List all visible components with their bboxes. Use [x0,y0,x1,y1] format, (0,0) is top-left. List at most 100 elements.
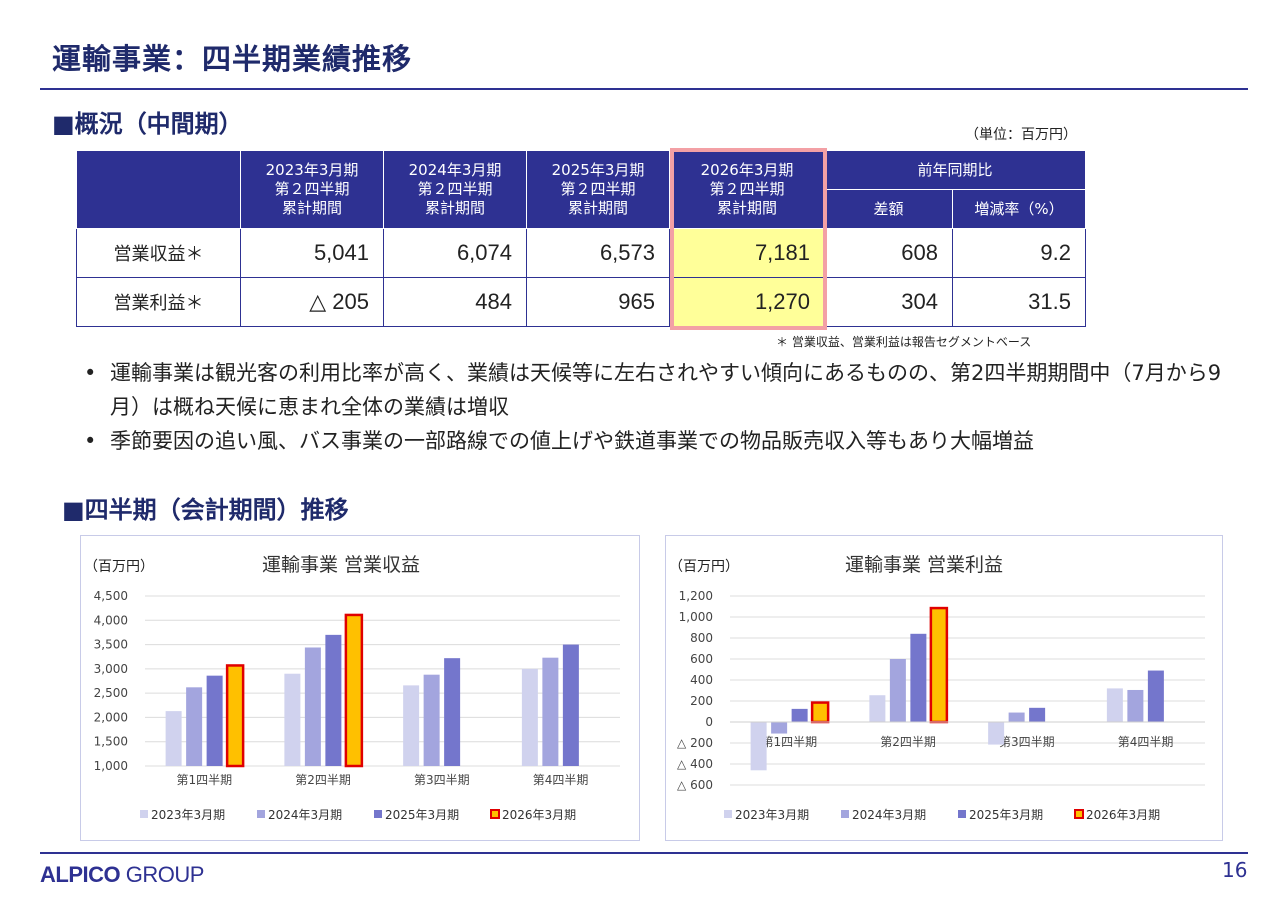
bar-2023年3月期-第3四半期 [403,685,420,766]
y-tick-label: 0 [705,715,713,729]
bar-2024年3月期-第4四半期 [542,657,559,766]
bullet-text: 運輸事業は観光客の利用比率が高く、業績は天候等に左右されやすい傾向にあるものの、… [110,361,1222,419]
cell: △ 205 [240,277,384,327]
bar-2025年3月期-第3四半期 [1029,707,1046,722]
cell: 31.5 [952,277,1086,327]
legend-label: 2024年3月期 [268,808,342,822]
category-label: 第1四半期 [177,773,233,787]
category-label: 第2四半期 [880,735,936,749]
bar-2024年3月期-第1四半期 [186,687,203,766]
bar-2024年3月期-第2四半期 [304,647,321,766]
category-label: 第1四半期 [762,735,818,749]
category-label: 第3四半期 [999,735,1055,749]
revenue-chart-unit: （百万円） [84,559,154,575]
y-tick-label: 200 [690,694,713,708]
legend-swatch [1074,809,1084,819]
legend-swatch [841,810,849,818]
bar-2025年3月期-第2四半期 [325,634,342,766]
section-overview-heading: ■概況（中間期） [52,110,243,138]
bar-2025年3月期-第4四半期 [1147,670,1164,722]
profit-chart-frame [665,535,1223,841]
col-header-2023: 2023年3月期 第２四半期 累計期間 [240,150,384,229]
bar-2026年3月期-第2四半期 [929,606,949,724]
legend-label: 2023年3月期 [151,808,225,822]
table-note: ＊ 営業収益、営業利益は報告セグメントベース [776,335,1032,349]
profit-chart-title: 運輸事業 営業利益 [845,554,1004,576]
legend-label: 2026年3月期 [1086,808,1160,822]
category-label: 第4四半期 [533,773,589,787]
row-label: 営業収益＊ [76,228,241,278]
y-tick-label: △ 400 [677,757,713,771]
bar-2026年3月期-第2四半期 [344,613,364,768]
footer-divider [40,852,1248,854]
legend-swatch [490,809,500,819]
col-header-2025: 2025年3月期 第２四半期 累計期間 [526,150,670,229]
cell: 6,573 [526,228,670,278]
cell-highlight: 1,270 [669,277,825,327]
category-label: 第3四半期 [414,773,470,787]
bar-2023年3月期-第4四半期 [521,668,538,766]
col-header-2024: 2024年3月期 第２四半期 累計期間 [383,150,527,229]
bar-2026年3月期-第1四半期 [225,664,245,768]
y-tick-label: 3,000 [94,662,128,676]
bullet-item: • 季節要因の追い風、バス事業の一部路線での値上げや鉄道事業での物品販売収入等もあ… [80,424,1230,458]
y-tick-label: 4,000 [94,613,128,627]
legend-label: 2024年3月期 [852,808,926,822]
legend-swatch [140,810,148,818]
cell: 5,041 [240,228,384,278]
overview-table: 2023年3月期 第２四半期 累計期間 2024年3月期 第２四半期 累計期間 … [76,150,1086,327]
table-corner [76,150,241,229]
bar-2023年3月期-第1四半期 [750,722,767,771]
y-tick-label: 600 [690,652,713,666]
bar-2024年3月期-第1四半期 [771,722,788,734]
section-quarterly-heading: ■四半期（会計期間）推移 [62,496,349,524]
table-row: 営業利益＊ △ 205 484 965 1,270 304 31.5 [76,277,1086,327]
profit-chart-unit: （百万円） [669,559,739,575]
bar-2025年3月期-第4四半期 [562,644,579,766]
col-header-diff: 差額 [824,189,953,229]
row-label: 営業利益＊ [76,277,241,327]
cell: 6,074 [383,228,527,278]
category-label: 第2四半期 [295,773,351,787]
y-tick-label: 2,500 [94,686,128,700]
revenue-chart-frame [80,535,640,841]
bar-2024年3月期-第4四半期 [1127,689,1144,722]
bar-2023年3月期-第3四半期 [988,722,1005,745]
alpico-logo: ALPICO GROUP [40,862,204,888]
cell: 304 [824,277,953,327]
logo-light: GROUP [120,862,205,887]
page-number: 16 [1222,858,1248,882]
bar-2024年3月期-第3四半期 [1008,712,1025,722]
y-tick-label: 3,500 [94,638,128,652]
bar-2023年3月期-第4四半期 [1106,688,1123,722]
col-header-2026: 2026年3月期 第２四半期 累計期間 [669,150,825,229]
legend-label: 2025年3月期 [969,808,1043,822]
bar-2023年3月期-第2四半期 [869,695,886,722]
legend-swatch [724,810,732,818]
highlight-frame [670,148,827,330]
col-header-rate: 増減率（%） [952,189,1086,229]
bullet-mark: • [84,361,97,385]
bullet-list: • 運輸事業は観光客の利用比率が高く、業績は天候等に左右されやすい傾向にあるものの… [80,356,1230,458]
y-tick-label: 400 [690,673,713,687]
bullet-item: • 運輸事業は観光客の利用比率が高く、業績は天候等に左右されやすい傾向にあるものの… [80,356,1230,424]
y-tick-label: △ 200 [677,736,713,750]
unit-label: （単位：百万円） [965,127,1077,143]
page-title: 運輸事業：四半期業績推移 [52,42,413,76]
legend-swatch [374,810,382,818]
cell: 965 [526,277,670,327]
bar-2023年3月期-第2四半期 [284,673,301,766]
bar-2026年3月期-第1四半期 [810,701,830,724]
cell: 484 [383,277,527,327]
bar-2025年3月期-第1四半期 [791,708,808,722]
y-tick-label: 2,000 [94,710,128,724]
bar-2025年3月期-第2四半期 [910,633,927,722]
legend-label: 2023年3月期 [735,808,809,822]
y-tick-label: 4,500 [94,589,128,603]
bar-2024年3月期-第3四半期 [423,674,440,766]
bullet-text: 季節要因の追い風、バス事業の一部路線での値上げや鉄道事業での物品販売収入等もあり… [110,429,1034,453]
cell: 9.2 [952,228,1086,278]
y-tick-label: 1,500 [94,735,128,749]
y-tick-label: △ 600 [677,778,713,792]
legend-swatch [257,810,265,818]
